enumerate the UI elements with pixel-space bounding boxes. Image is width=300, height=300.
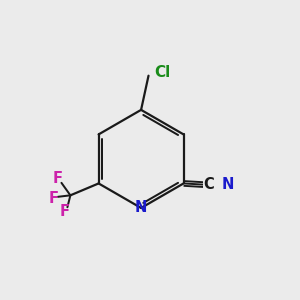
- Text: N: N: [222, 177, 234, 192]
- Text: N: N: [135, 200, 147, 215]
- Text: F: F: [53, 172, 63, 187]
- Text: F: F: [48, 191, 58, 206]
- Text: F: F: [59, 204, 69, 219]
- Text: C: C: [203, 177, 214, 192]
- Text: Cl: Cl: [154, 64, 170, 80]
